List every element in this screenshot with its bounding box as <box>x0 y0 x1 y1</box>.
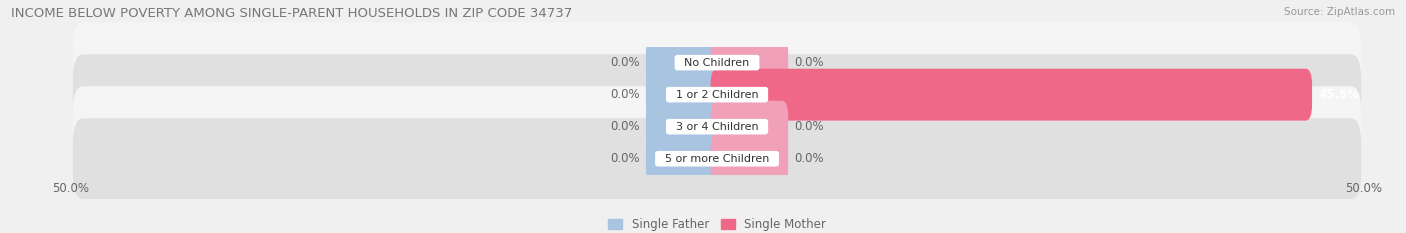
FancyBboxPatch shape <box>710 101 789 153</box>
Text: 0.0%: 0.0% <box>610 120 640 133</box>
Text: 0.0%: 0.0% <box>610 56 640 69</box>
FancyBboxPatch shape <box>73 118 1361 199</box>
FancyBboxPatch shape <box>710 69 1312 121</box>
FancyBboxPatch shape <box>73 54 1361 135</box>
FancyBboxPatch shape <box>710 133 789 185</box>
Text: Source: ZipAtlas.com: Source: ZipAtlas.com <box>1284 7 1395 17</box>
FancyBboxPatch shape <box>645 69 724 121</box>
Text: 45.5%: 45.5% <box>1319 88 1360 101</box>
Text: 1 or 2 Children: 1 or 2 Children <box>669 90 765 100</box>
Text: 0.0%: 0.0% <box>794 152 824 165</box>
Text: 0.0%: 0.0% <box>794 120 824 133</box>
FancyBboxPatch shape <box>73 22 1361 103</box>
Text: No Children: No Children <box>678 58 756 68</box>
Text: 0.0%: 0.0% <box>610 88 640 101</box>
Text: 5 or more Children: 5 or more Children <box>658 154 776 164</box>
Legend: Single Father, Single Mother: Single Father, Single Mother <box>603 213 831 233</box>
Text: 3 or 4 Children: 3 or 4 Children <box>669 122 765 132</box>
FancyBboxPatch shape <box>645 37 724 89</box>
Text: INCOME BELOW POVERTY AMONG SINGLE-PARENT HOUSEHOLDS IN ZIP CODE 34737: INCOME BELOW POVERTY AMONG SINGLE-PARENT… <box>11 7 572 20</box>
FancyBboxPatch shape <box>645 133 724 185</box>
FancyBboxPatch shape <box>73 86 1361 167</box>
Text: 0.0%: 0.0% <box>610 152 640 165</box>
FancyBboxPatch shape <box>710 37 789 89</box>
Text: 0.0%: 0.0% <box>794 56 824 69</box>
FancyBboxPatch shape <box>645 101 724 153</box>
